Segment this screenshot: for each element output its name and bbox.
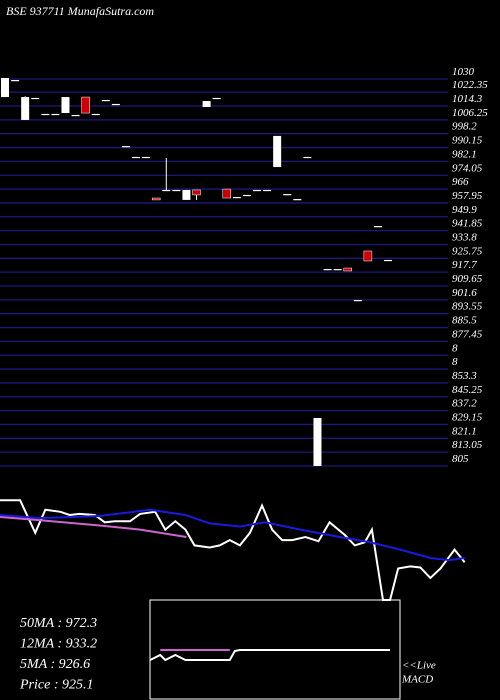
y-tick-label: 974.05	[452, 162, 483, 174]
indicator-line	[0, 508, 465, 562]
y-tick-label: 966	[452, 176, 469, 188]
info-label: 5MA : 926.6	[20, 657, 90, 672]
candle-body	[182, 189, 191, 200]
candle-body	[1, 77, 9, 98]
y-tick-label: 917.7	[452, 259, 477, 271]
y-tick-label: 885.5	[452, 315, 477, 327]
y-tick-label: 837.2	[452, 398, 477, 410]
chart-title: BSE 937711 MunafaSutra.com	[6, 4, 154, 18]
y-tick-label: 845.25	[452, 384, 483, 396]
y-tick-label: 893.55	[452, 301, 483, 313]
candle-body	[273, 135, 282, 168]
candle-body	[202, 101, 211, 108]
y-tick-label: 8	[452, 356, 458, 368]
candle-body	[363, 250, 373, 262]
candle-body	[384, 259, 393, 262]
candle-body	[142, 156, 151, 159]
info-label: 50MA : 972.3	[20, 616, 97, 631]
indicator-line	[0, 516, 187, 538]
candle-body	[333, 269, 342, 271]
candle-body	[283, 194, 292, 196]
y-tick-label: 821.1	[452, 425, 477, 437]
candle-body	[343, 267, 352, 272]
candle-body	[11, 80, 20, 82]
y-tick-label: 805	[452, 453, 469, 465]
candle-body	[71, 114, 80, 117]
candle-body	[41, 113, 50, 116]
candle-body	[222, 188, 232, 199]
candle-body	[303, 156, 312, 159]
macd-box	[149, 599, 401, 700]
candle-body	[31, 97, 40, 100]
y-tick-label: 877.45	[452, 328, 483, 340]
y-tick-label: 901.6	[452, 287, 477, 299]
y-tick-label: 1014.3	[452, 93, 483, 105]
candle-body	[353, 300, 362, 302]
candle-body	[212, 97, 221, 100]
y-tick-label: 1030	[452, 66, 475, 78]
y-tick-label: 941.85	[452, 218, 483, 230]
candle-body	[111, 103, 120, 106]
y-tick-label: 1006.25	[452, 107, 488, 119]
candle-body	[263, 189, 272, 192]
candle-body	[242, 194, 251, 197]
indicator-line	[149, 649, 391, 662]
y-tick-label: 949.9	[452, 204, 477, 216]
candle-body	[313, 418, 322, 466]
live-label: <<Live	[402, 660, 436, 672]
y-tick-label: 829.15	[452, 411, 483, 423]
macd-label: MACD	[401, 674, 433, 686]
y-tick-label: 1022.35	[452, 79, 488, 91]
y-tick-label: 998.2	[452, 121, 477, 133]
candle-body	[192, 189, 201, 196]
candle-body	[101, 99, 110, 102]
candle-body	[132, 156, 141, 159]
indicator-line	[0, 499, 466, 601]
y-tick-label: 925.75	[452, 245, 483, 257]
candle-body	[323, 269, 332, 271]
candle-body	[151, 197, 161, 201]
y-tick-label: 933.8	[452, 231, 477, 243]
y-tick-label: 990.15	[452, 135, 483, 147]
candle-body	[51, 113, 60, 116]
y-tick-label: 982.1	[452, 148, 477, 160]
candle-body	[172, 189, 181, 192]
candle-body	[21, 97, 30, 120]
candle-body	[232, 196, 241, 199]
y-tick-label: 909.65	[452, 273, 483, 285]
candle-body	[162, 189, 171, 192]
y-tick-label: 813.05	[452, 439, 483, 451]
candle-body	[61, 97, 70, 114]
info-label: 12MA : 933.2	[20, 637, 97, 652]
candle-body	[253, 189, 261, 192]
info-label: Price : 925.1	[19, 678, 93, 693]
candle-body	[121, 146, 130, 148]
candle-body	[81, 96, 90, 114]
candle-body	[91, 113, 100, 116]
y-tick-label: 957.95	[452, 190, 483, 202]
candle-body	[293, 199, 302, 201]
candle-body	[373, 226, 382, 228]
y-tick-label: 853.3	[452, 370, 477, 382]
y-tick-label: 8	[452, 342, 458, 354]
